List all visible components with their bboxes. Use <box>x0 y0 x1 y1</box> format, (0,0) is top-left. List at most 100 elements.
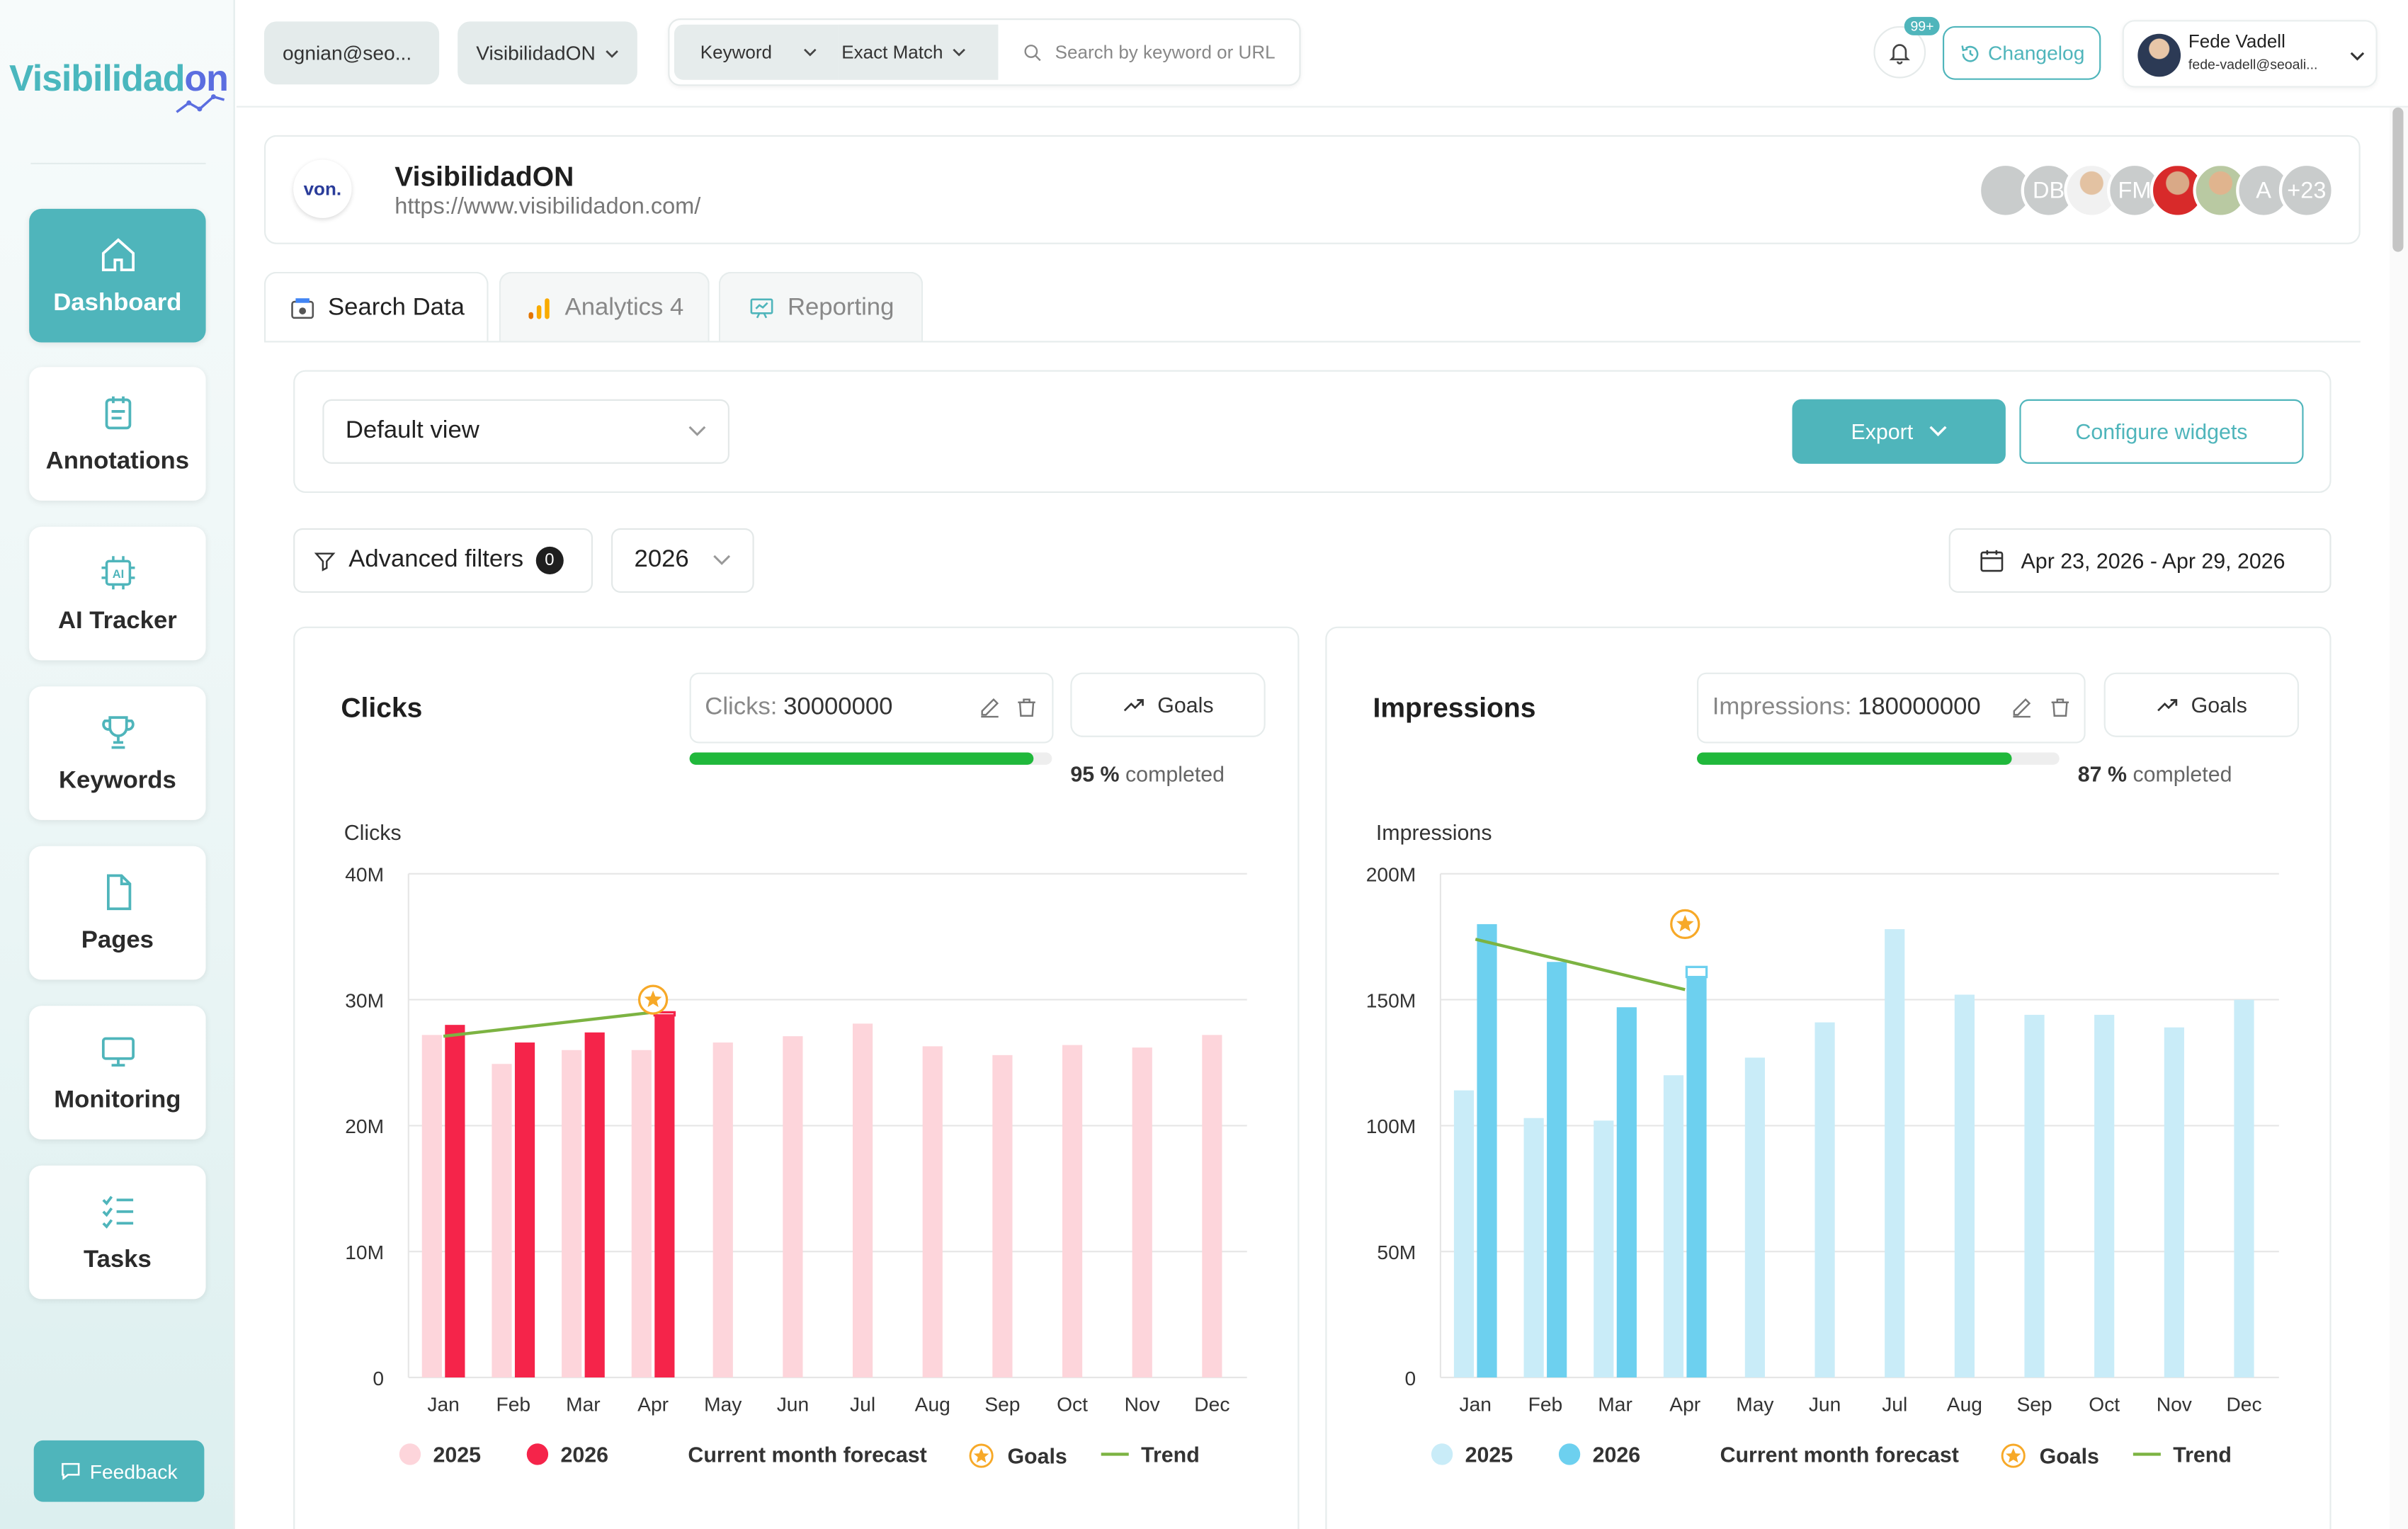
chevron-down-icon <box>1929 426 1946 437</box>
bar-2025 <box>1663 1075 1684 1378</box>
legend-label: Goals <box>1007 1443 1067 1468</box>
year-value: 2026 <box>634 546 689 573</box>
trash-icon[interactable] <box>2049 695 2072 719</box>
bar-2025 <box>421 1035 442 1378</box>
filter-icon <box>314 552 336 571</box>
legend-item-2026[interactable]: 2026 <box>1558 1442 1640 1467</box>
bar-2025 <box>1202 1035 1222 1378</box>
x-tick-label: Oct <box>2089 1393 2120 1416</box>
legend-item-goals[interactable]: Goals <box>1999 1442 2099 1470</box>
sidebar: Visibilidadon Dashboard Annotations AI A… <box>0 0 235 1529</box>
bar-2025 <box>1954 994 1975 1378</box>
goal-star-icon <box>2001 1443 2026 1468</box>
tab-divider <box>263 341 2361 343</box>
sidebar-item-keywords[interactable]: Keywords <box>29 686 206 820</box>
scrollbar-thumb[interactable] <box>2392 107 2404 252</box>
bar-2025 <box>2234 999 2254 1378</box>
legend-swatch <box>399 1443 421 1465</box>
chevron-down-icon <box>953 48 965 57</box>
bar-2025 <box>922 1046 943 1378</box>
edit-icon[interactable] <box>978 695 1001 719</box>
y-tick-label: 10M <box>345 1241 384 1263</box>
trend-line <box>443 1011 654 1038</box>
x-tick-label: Jan <box>427 1393 459 1416</box>
more-members-badge: +23 <box>2278 162 2334 218</box>
monitor-icon <box>101 1036 134 1066</box>
date-range-picker[interactable]: Apr 23, 2026 - Apr 29, 2026 <box>1948 528 2332 593</box>
sidebar-item-ai-tracker[interactable]: AI AI Tracker <box>29 526 206 661</box>
user-menu[interactable]: Fede Vadell fede-vadell@seoali... <box>2122 20 2378 88</box>
project-select[interactable]: VisibilidadON <box>458 21 637 85</box>
feedback-button[interactable]: Feedback <box>33 1440 205 1502</box>
sidebar-item-label: Pages <box>81 926 154 953</box>
bar-2026 <box>1547 962 1567 1378</box>
match-type-select[interactable]: Exact Match <box>838 24 999 80</box>
legend-item-2026[interactable]: 2026 <box>526 1442 608 1467</box>
bar-2025 <box>2024 1014 2045 1378</box>
app-logo[interactable]: Visibilidadon <box>9 58 229 101</box>
y-tick-label: 0 <box>1405 1367 1416 1389</box>
view-select[interactable]: Default view <box>322 399 729 464</box>
search-bar: Keyword Exact Match Search by keyword or… <box>668 18 1301 86</box>
impressions-card: Impressions Impressions: 180000000 Goals… <box>1325 626 2332 1529</box>
bell-icon <box>1889 44 1910 64</box>
home-icon <box>101 237 134 271</box>
trend-line <box>1475 938 1686 991</box>
bar-2025 <box>992 1055 1013 1378</box>
tab-search-data[interactable]: Search Data <box>263 271 489 343</box>
sidebar-item-pages[interactable]: Pages <box>29 846 206 980</box>
project-header: von. VisibilidadON https://www.visibilid… <box>263 135 2361 244</box>
card-title: Impressions <box>1373 692 1536 724</box>
impressions-goal-field[interactable]: Impressions: 180000000 <box>1697 672 2086 744</box>
logo-swoosh-icon <box>176 94 225 113</box>
changelog-button[interactable]: Changelog <box>1942 25 2101 80</box>
clicks-goal-field[interactable]: Clicks: 30000000 <box>689 672 1054 744</box>
bar-2025 <box>1594 1120 1614 1378</box>
legend-item-trend[interactable]: Trend <box>1101 1442 1200 1467</box>
goal-star-icon <box>644 990 662 1008</box>
clicks-goals-button[interactable]: Goals <box>1070 672 1266 737</box>
advanced-filters-button[interactable]: Advanced filters 0 <box>293 528 593 593</box>
configure-widgets-button[interactable]: Configure widgets <box>2019 399 2304 464</box>
x-tick-label: Jun <box>1809 1393 1841 1416</box>
view-value: Default view <box>345 417 479 444</box>
card-title: Clicks <box>341 692 423 724</box>
trash-icon[interactable] <box>1015 695 1038 719</box>
feedback-label: Feedback <box>89 1460 178 1483</box>
search-type-select[interactable]: Keyword <box>674 24 839 80</box>
bar-2025 <box>1453 1090 1475 1378</box>
tab-analytics[interactable]: Analytics 4 <box>499 271 710 343</box>
logo-accent: on <box>184 58 229 100</box>
impressions-goals-button[interactable]: Goals <box>2103 672 2300 737</box>
user-email: fede-vadell@seoali... <box>2188 57 2318 72</box>
bar-2025 <box>1062 1045 1083 1378</box>
sidebar-item-tasks[interactable]: Tasks <box>29 1165 206 1300</box>
notepad-icon <box>104 395 131 429</box>
sidebar-item-monitoring[interactable]: Monitoring <box>29 1006 206 1139</box>
progress-suffix: completed <box>2132 761 2232 787</box>
legend-item-2025[interactable]: 2025 <box>1431 1442 1513 1467</box>
tab-reporting[interactable]: Reporting <box>718 271 924 343</box>
filter-count-badge: 0 <box>535 546 564 574</box>
search-input[interactable]: Search by keyword or URL <box>1004 25 1293 80</box>
legend-label: 2025 <box>433 1442 482 1467</box>
project-url[interactable]: https://www.visibilidadon.com/ <box>394 193 701 220</box>
legend-item-goals[interactable]: Goals <box>967 1442 1067 1470</box>
legend-item-trend[interactable]: Trend <box>2132 1442 2232 1467</box>
year-select[interactable]: 2026 <box>611 528 754 593</box>
edit-icon[interactable] <box>2010 695 2033 719</box>
legend-item-forecast[interactable]: Current month forecast <box>1720 1442 1959 1467</box>
export-button[interactable]: Export <box>1792 399 2006 464</box>
trophy-icon <box>101 715 134 749</box>
legend-item-forecast[interactable]: Current month forecast <box>688 1442 926 1467</box>
sidebar-item-dashboard[interactable]: Dashboard <box>29 208 206 343</box>
goal-value: 30000000 <box>783 694 893 720</box>
view-toolbar: Default view Export Configure widgets <box>293 370 2332 494</box>
legend-item-2025[interactable]: 2025 <box>399 1442 481 1467</box>
legend-swatch <box>1101 1453 1129 1456</box>
sidebar-item-annotations[interactable]: Annotations <box>29 367 206 501</box>
bar-2025 <box>2094 1014 2115 1378</box>
page-scrollbar[interactable] <box>2389 107 2408 1529</box>
account-select[interactable]: ognian@seo... <box>263 21 440 85</box>
x-tick-label: Nov <box>2157 1393 2192 1416</box>
